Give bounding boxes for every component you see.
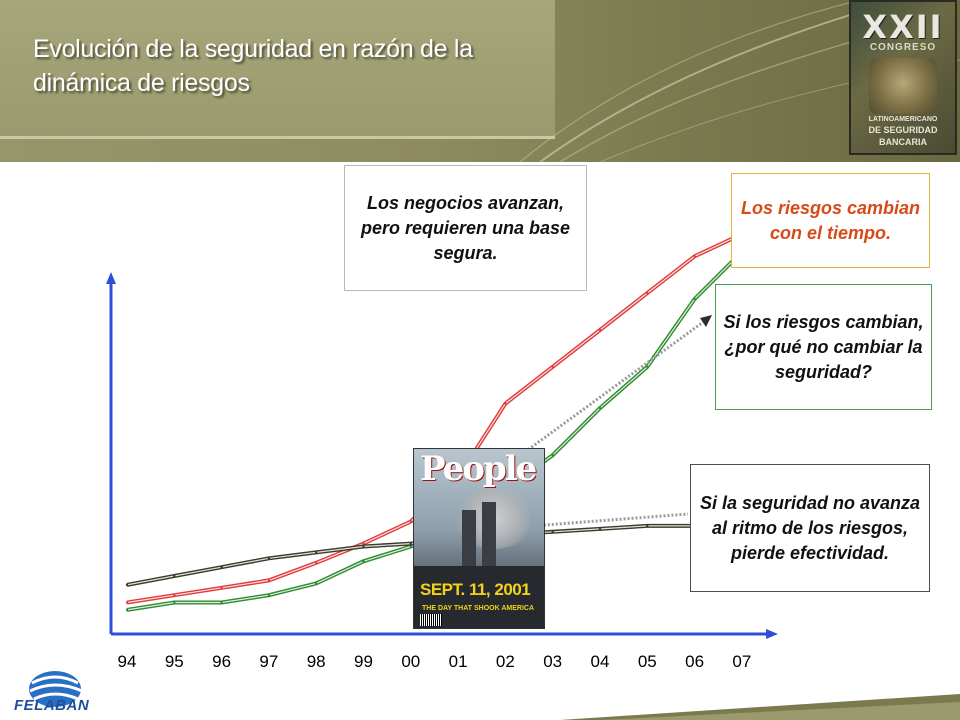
data-point-seguridad-99 [362, 545, 365, 548]
data-point-riesgos-97 [267, 593, 271, 597]
badge-congreso: CONGRESO [869, 42, 937, 53]
slide-title: Evolución de la seguridad en razón de la… [33, 32, 553, 100]
badge-bancaria: BANCARIA [879, 137, 927, 147]
x-tick-label-03: 03 [543, 652, 563, 671]
x-tick-label-02: 02 [495, 652, 515, 671]
x-tick-label-07: 07 [732, 652, 752, 671]
x-tick-label-96: 96 [212, 652, 232, 671]
header-title-panel [0, 0, 555, 139]
magazine-date: SEPT. 11, 2001 [420, 580, 531, 599]
data-point-riesgos-05 [646, 365, 649, 368]
data-point-negocios-00 [409, 520, 412, 523]
data-point-negocios-95 [173, 593, 176, 597]
data-point-seguridad-05 [646, 524, 649, 528]
data-point-seguridad-96 [220, 565, 223, 569]
data-point-negocios-05 [646, 291, 649, 295]
slide-title-line-2: dinámica de riesgos [33, 69, 250, 97]
data-point-seguridad-98 [315, 551, 318, 554]
data-point-seguridad-04 [598, 527, 602, 531]
footer-decoration [560, 694, 960, 720]
data-point-seguridad-97 [267, 557, 271, 560]
data-point-riesgos-03 [551, 454, 554, 457]
x-axis-arrow-icon [766, 629, 778, 639]
x-tick-label-01: 01 [448, 652, 468, 671]
x-tick-label-98: 98 [306, 652, 326, 671]
congress-badge: XXII CONGRESO LATINOAMERICANO DE SEGURID… [849, 0, 957, 155]
data-point-riesgos-00 [409, 545, 412, 548]
magazine-title: People [420, 449, 537, 489]
data-point-seguridad-95 [173, 574, 176, 578]
callout-pregunta: Si los riesgos cambian, ¿por qué no camb… [715, 284, 932, 410]
tower-left [462, 510, 476, 580]
data-point-riesgos-04 [598, 406, 602, 410]
slide-title-line-1: Evolución de la seguridad en razón de la [33, 35, 473, 63]
data-point-riesgos-95 [173, 601, 176, 604]
magazine-tagline: THE DAY THAT SHOOK AMERICA [422, 605, 535, 612]
data-point-seguridad-00 [409, 542, 412, 545]
data-point-negocios-96 [220, 586, 223, 589]
x-tick-label-95: 95 [164, 652, 184, 671]
callout-riesgos: Los riesgos cambian con el tiempo. [731, 173, 930, 268]
x-tick-label-04: 04 [590, 652, 610, 671]
data-point-riesgos-96 [220, 601, 223, 604]
data-point-negocios-97 [267, 579, 271, 582]
x-tick-label-94: 94 [117, 652, 137, 671]
data-point-negocios-98 [315, 561, 318, 564]
badge-number: XXII [862, 8, 944, 46]
data-point-riesgos-99 [362, 560, 365, 563]
data-point-negocios-04 [598, 328, 602, 332]
data-point-riesgos-06 [693, 297, 696, 301]
data-point-negocios-02 [504, 402, 507, 405]
data-point-negocios-99 [362, 542, 365, 545]
callout-negocios: Los negocios avanzan, pero requieren una… [344, 165, 587, 291]
felaban-globe-icon [29, 671, 83, 707]
x-tick-label-97: 97 [259, 652, 279, 671]
barcode-icon [420, 614, 442, 626]
data-point-seguridad-03 [551, 530, 554, 534]
people-magazine-cover: People SEPT. 11, 2001 THE DAY THAT SHOOK… [413, 448, 545, 629]
x-tick-label-99: 99 [354, 652, 373, 671]
x-tick-label-05: 05 [637, 652, 657, 671]
header-banner: Evolución de la seguridad en razón de la… [0, 0, 960, 162]
connector-pregunta-arrow-icon [700, 315, 712, 327]
data-point-seguridad-94 [125, 583, 129, 587]
badge-latinoamericano: LATINOAMERICANO [868, 116, 938, 123]
felaban-logo-text: FELABAN [14, 697, 90, 714]
data-point-negocios-03 [551, 365, 554, 368]
connector-efectividad [479, 512, 689, 532]
data-point-riesgos-98 [315, 582, 318, 585]
data-point-negocios-94 [125, 601, 129, 604]
callout-efectividad: Si la seguridad no avanza al ritmo de lo… [690, 464, 930, 592]
x-tick-label-06: 06 [685, 652, 705, 671]
x-tick-label-00: 00 [401, 652, 421, 671]
mayan-mask-icon [869, 58, 937, 114]
tower-right [482, 502, 496, 580]
badge-seguridad: DE SEGURIDAD [868, 125, 938, 135]
data-point-negocios-06 [693, 255, 696, 258]
y-axis-arrow-icon [106, 272, 116, 284]
data-point-riesgos-94 [125, 608, 129, 612]
